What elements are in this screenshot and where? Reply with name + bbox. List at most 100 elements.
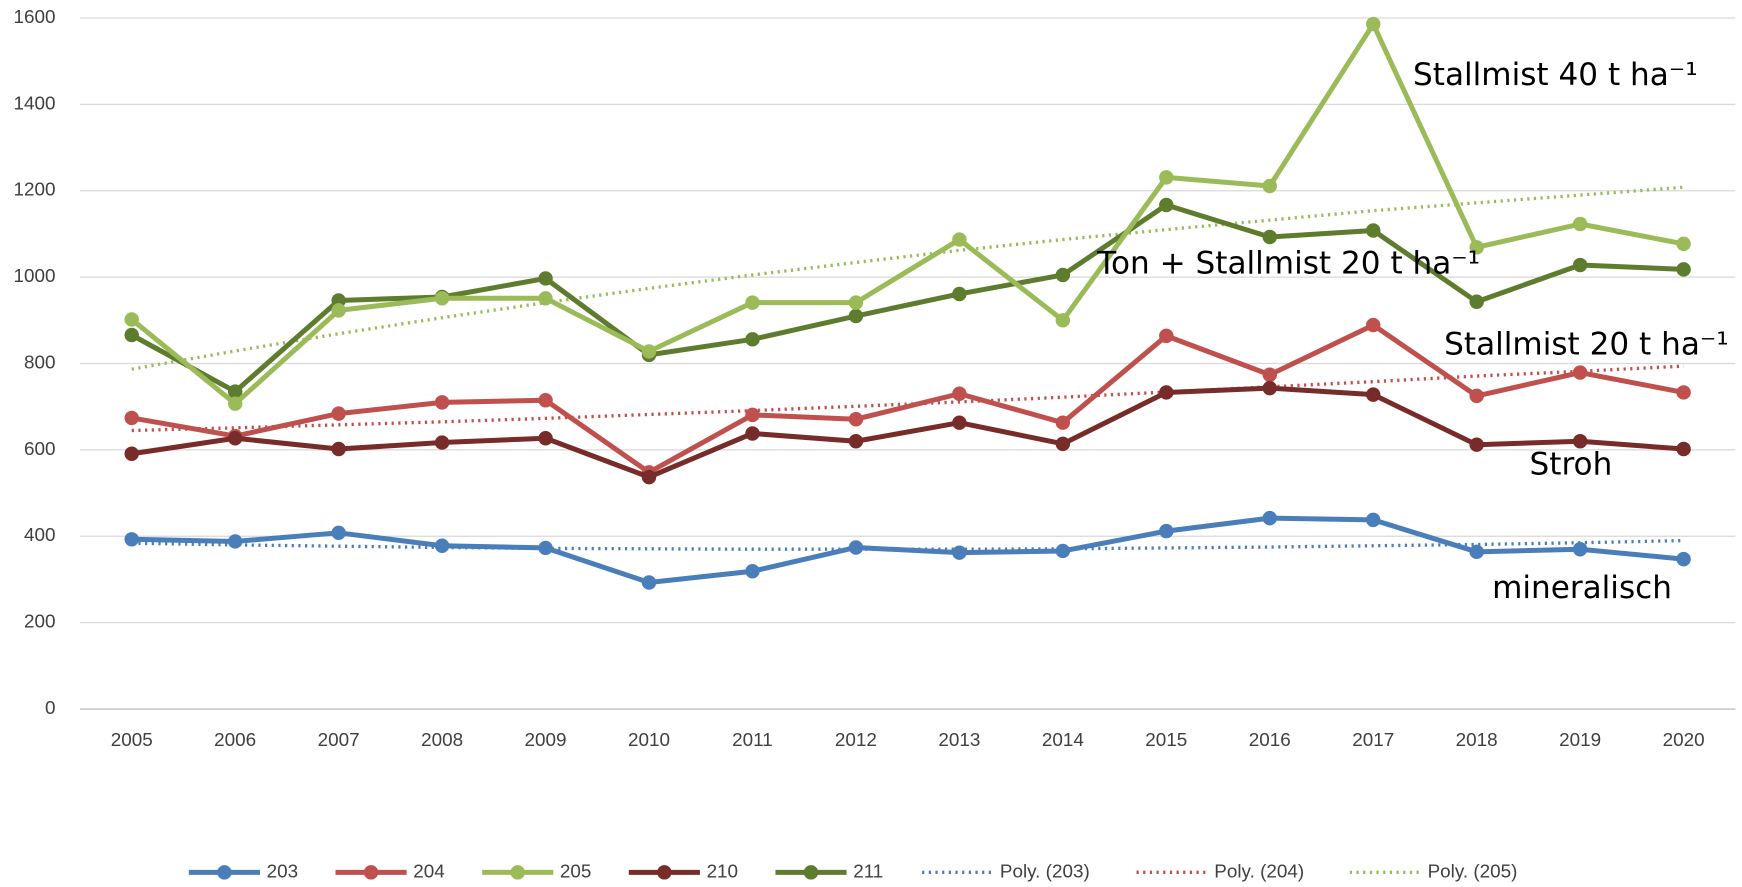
point [1366,512,1381,528]
point [745,295,760,310]
point [1572,542,1588,557]
point [538,431,553,446]
point [331,406,346,421]
legend-marker [363,865,379,880]
point [1159,197,1174,213]
y-tick-label: 1000 [14,266,56,287]
point [1262,229,1277,245]
point [745,332,760,347]
trend-line [131,364,1684,433]
x-tick-label: 2005 [111,730,153,751]
point [1262,367,1277,382]
point [1262,178,1277,194]
point [1469,544,1484,560]
point [331,293,346,308]
legend-label: Poly. (204) [1214,861,1304,882]
legend-label: Poly. (205) [1428,861,1518,882]
y-tick-label: 800 [24,352,56,373]
point [227,396,243,411]
point [434,435,450,450]
legend-marker [510,865,525,880]
y-tick-label: 1200 [14,180,56,201]
point [538,540,553,556]
point [538,291,553,306]
annotation: Stallmist 40 t ha⁻¹ [1413,57,1698,93]
legend-label: 210 [707,861,739,882]
x-tick-label: 2008 [421,730,463,751]
point [1469,437,1484,452]
trend-line [131,538,1684,551]
point [227,534,243,549]
x-tick-label: 2016 [1249,730,1291,751]
point [848,412,864,427]
point [1159,523,1174,539]
point [227,384,243,399]
point [434,538,450,553]
point [1366,317,1381,333]
point [331,525,346,541]
point [434,291,450,306]
x-tick-label: 2013 [938,730,980,751]
point [952,232,967,247]
point [1469,388,1484,404]
point [1572,257,1588,273]
annotation: Stallmist 20 t ha⁻¹ [1444,327,1729,363]
series-line [131,515,1684,585]
point [1572,365,1588,380]
point [1676,262,1691,277]
point [1262,510,1277,526]
point [745,407,760,423]
point [848,434,864,449]
legend-label: 211 [853,861,883,882]
point [1159,328,1174,344]
point [1055,543,1071,559]
point [848,308,864,324]
point [1055,415,1071,430]
x-tick-label: 2007 [318,730,360,751]
x-tick-label: 2017 [1352,730,1394,751]
point [1366,16,1381,32]
point [1572,434,1588,449]
annotation: mineralisch [1492,570,1672,606]
legend-marker [217,865,232,880]
point [1676,385,1691,400]
point [641,469,657,485]
x-tick-label: 2006 [214,730,256,751]
x-tick-label: 2020 [1663,730,1705,751]
series-line [130,202,1684,395]
point [331,441,346,457]
legend-label: Poly. (203) [1000,861,1090,882]
point [434,395,450,410]
point [641,344,657,359]
point [227,431,243,446]
series-line [130,21,1685,407]
point [952,545,967,560]
legend-label: 205 [560,861,592,882]
legend-label: 204 [413,861,445,882]
point [538,271,553,286]
point [124,446,139,461]
legend-marker [657,865,672,880]
point [1055,267,1071,283]
x-tick-label: 2019 [1559,730,1601,751]
x-tick-label: 2009 [525,730,567,751]
series-line [131,385,1684,480]
point [124,532,139,547]
annotation: Stroh [1530,447,1613,483]
x-tick-label: 2012 [835,730,877,751]
y-tick-label: 600 [24,439,56,460]
point [1572,216,1588,232]
point [641,575,657,590]
point [124,327,139,343]
point [331,303,346,318]
point [1159,385,1174,400]
point [1676,441,1691,457]
point [1676,236,1691,252]
point [952,386,967,401]
point [745,426,760,441]
x-tick-label: 2018 [1456,730,1498,751]
point [538,392,553,408]
point [1055,436,1071,452]
legend-marker [803,865,819,880]
y-tick-label: 1600 [14,7,56,28]
